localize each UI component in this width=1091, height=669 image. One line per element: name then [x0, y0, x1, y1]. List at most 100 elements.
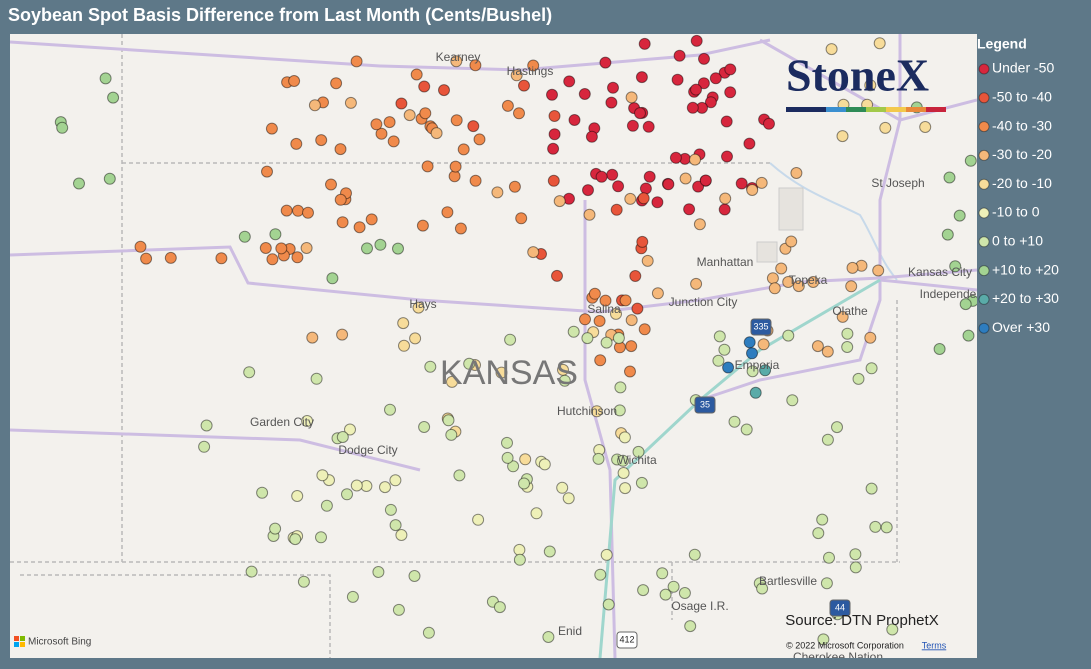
site-dot: [638, 323, 651, 336]
site-dot: [637, 192, 650, 205]
site-dot: [336, 328, 349, 341]
site-dot: [740, 423, 753, 436]
site-dot: [370, 118, 383, 131]
site-dot: [344, 96, 357, 109]
site-dot: [600, 548, 613, 561]
site-dot: [592, 452, 605, 465]
dots: [54, 34, 977, 646]
site-dot: [397, 317, 410, 330]
site-dot: [678, 587, 691, 599]
site-dot: [625, 340, 638, 353]
site-dot: [722, 361, 735, 374]
site-dot: [841, 327, 854, 340]
site-dot: [567, 325, 580, 338]
site-dot: [563, 75, 576, 88]
site-dot: [713, 330, 726, 343]
borders: [10, 34, 900, 658]
highway-shield: [616, 631, 638, 649]
place-label: Hastings: [507, 64, 554, 78]
highway-number: 335: [753, 321, 768, 331]
site-dot: [639, 182, 652, 195]
legend-swatch: [978, 236, 990, 248]
site-dot: [289, 533, 302, 546]
site-dot: [775, 262, 788, 275]
title: Soybean Spot Basis Difference from Last …: [8, 5, 552, 25]
site-dot: [617, 454, 629, 467]
site-dot: [699, 174, 712, 187]
area: [756, 241, 778, 263]
copyright: © 2022 Microsoft Corporation: [786, 640, 904, 650]
site-dot: [724, 86, 737, 99]
site-dot: [849, 561, 862, 574]
site-dot: [873, 37, 886, 50]
site-dot: [610, 203, 623, 216]
site-dot: [245, 565, 258, 578]
site-dot: [383, 116, 396, 129]
places: Kearney Hastings Hays Salina Junction City Ma…: [250, 50, 977, 658]
site-dot: [659, 588, 672, 601]
site-dot: [320, 499, 333, 512]
legend: Legend Under -50 -50 to -40 -40 to -30 -30 …: [977, 36, 1059, 335]
place-label: Kearney: [436, 50, 481, 64]
site-dot: [513, 543, 526, 556]
site-dot: [469, 174, 482, 187]
site-dot: [617, 467, 630, 479]
site-dot: [300, 242, 313, 254]
site-dot: [261, 165, 273, 178]
site-dot: [418, 421, 431, 433]
site-dot: [457, 143, 470, 156]
site-dot: [510, 69, 523, 82]
site-dot: [595, 170, 608, 183]
site-dot: [625, 314, 638, 327]
site-dot: [341, 488, 353, 501]
site-dot: [578, 88, 591, 100]
site-dot: [743, 137, 756, 150]
site-dot: [384, 503, 397, 516]
site-dot: [689, 153, 701, 166]
map-background: [10, 34, 977, 658]
place-label: Olathe: [832, 304, 868, 318]
site-dot: [964, 154, 977, 167]
site-dot: [755, 176, 768, 189]
legend-label: Under -50: [992, 60, 1054, 76]
site-dot: [275, 242, 288, 255]
site-dot: [238, 230, 251, 243]
legend-label: 0 to +10: [992, 233, 1043, 249]
site-dot: [453, 469, 466, 482]
site-dot: [361, 242, 373, 255]
site-dot: [836, 130, 849, 143]
site-dot: [315, 531, 327, 544]
site-dot: [632, 445, 645, 458]
site-dot: [346, 590, 359, 603]
site-dot: [613, 404, 626, 417]
site-dot: [941, 228, 954, 241]
site-dot: [583, 208, 596, 221]
site-dot: [280, 204, 293, 217]
site-dot: [599, 294, 612, 307]
highway-shield: [829, 599, 851, 617]
legend-title: Legend: [977, 36, 1027, 52]
place-label: Salina: [587, 302, 621, 316]
legend-swatch: [978, 149, 990, 161]
site-dot: [618, 431, 631, 444]
state-label: KANSAS: [440, 354, 578, 392]
terms-link[interactable]: Terms: [922, 640, 947, 650]
site-dot: [919, 121, 932, 133]
site-dot: [602, 598, 615, 611]
site-dot: [344, 423, 356, 436]
site-dot: [746, 347, 758, 360]
site-dot: [962, 329, 975, 342]
site-dot: [817, 633, 830, 646]
site-dot: [215, 252, 228, 265]
site-dot: [140, 252, 153, 265]
site-dot: [513, 107, 525, 120]
site-dot: [416, 219, 429, 232]
site-dot: [825, 43, 838, 56]
site-dot: [200, 419, 213, 432]
site-dot: [450, 55, 463, 68]
site-dot: [398, 339, 410, 352]
site-dot: [719, 192, 732, 205]
site-dot: [635, 71, 648, 84]
